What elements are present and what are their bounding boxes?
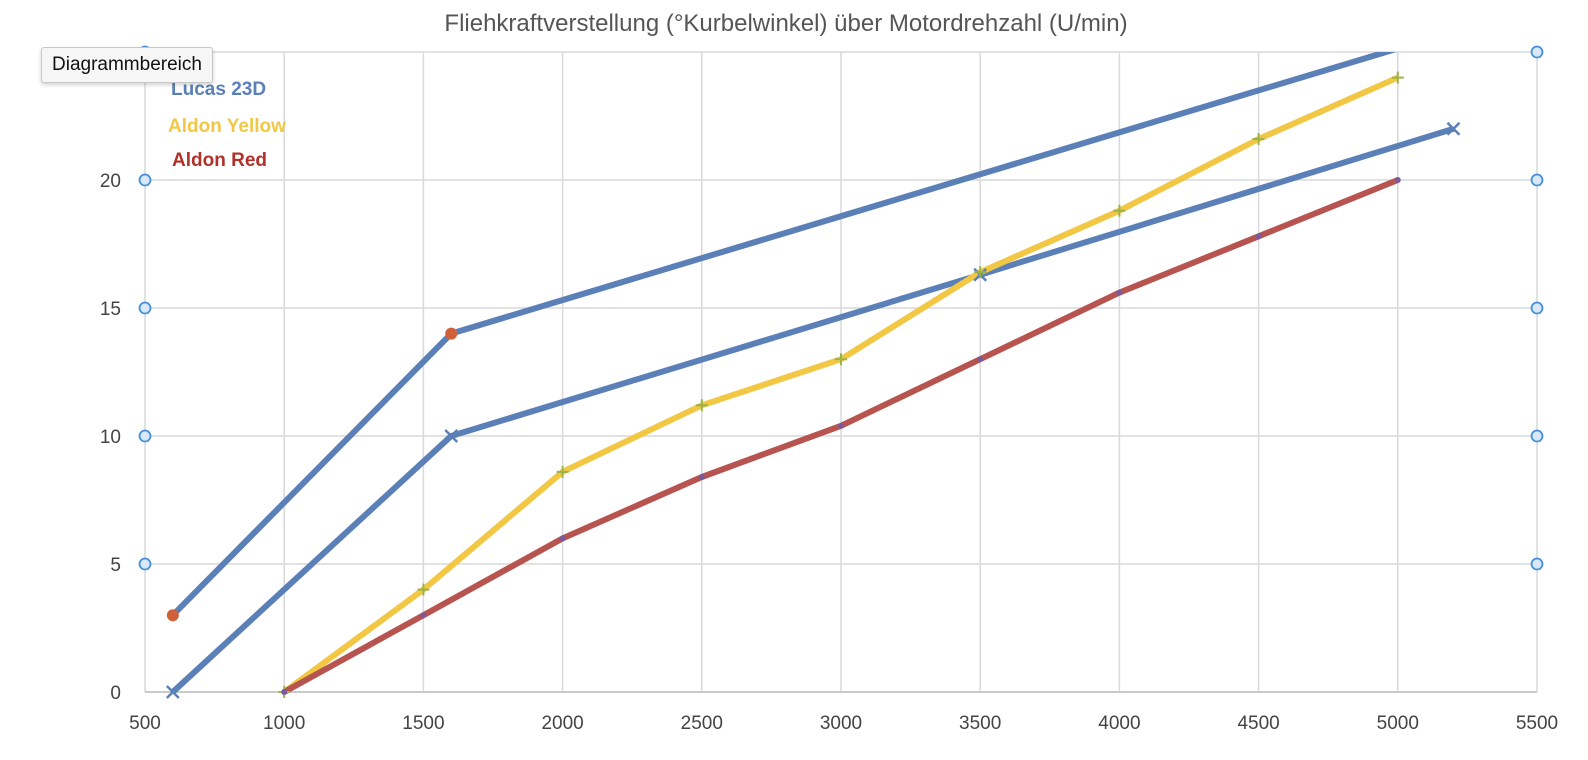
legend-entry[interactable]: Aldon Yellow [168,116,286,137]
data-point [417,583,430,596]
data-point [165,685,180,699]
y-tick-label: 10 [100,427,121,448]
data-point [444,429,459,443]
legend-entry[interactable]: Lucas 23D [171,79,266,100]
y-tick-label: 20 [100,171,121,192]
data-point [281,689,288,695]
data-point [977,356,984,363]
x-tick-label: 5000 [1377,713,1419,734]
series-lines [170,52,1455,695]
x-tick-label: 500 [129,713,161,734]
data-point [1116,289,1123,296]
data-point [445,327,458,340]
resize-handle[interactable] [1530,173,1544,187]
x-tick-label: 2000 [541,713,583,734]
resize-handle[interactable] [1530,45,1544,59]
data-point [1391,71,1404,84]
data-point [1255,233,1262,240]
series-line-2 [170,125,1455,695]
y-tick-label: 15 [100,299,121,320]
x-tick-label: 1000 [263,713,305,734]
data-point [166,609,179,622]
x-tick-label: 3000 [820,713,862,734]
data-point [556,465,569,478]
x-tick-label: 2500 [681,713,723,734]
data-point [559,535,566,542]
data-point [835,353,847,366]
data-point [1394,177,1401,183]
data-point [420,612,427,619]
resize-handle[interactable] [138,173,152,187]
x-tick-label: 4500 [1237,713,1279,734]
y-tick-label: 0 [110,683,121,704]
x-tick-label: 5500 [1516,713,1558,734]
data-point [1446,121,1461,136]
x-tick-label: 1500 [402,713,444,734]
resize-handle[interactable] [138,301,152,315]
legend[interactable]: Lucas 23D Aldon Yellow Aldon Red [168,79,286,171]
resize-handle[interactable] [1530,557,1544,571]
series-markers [165,71,1461,699]
resize-handle[interactable] [138,557,152,571]
grid [144,51,1538,693]
data-point [974,266,987,279]
legend-entry[interactable]: Aldon Red [172,150,267,171]
data-point [838,422,844,429]
x-tick-label: 4000 [1098,713,1140,734]
resize-handle[interactable] [1530,429,1544,443]
resize-handle[interactable] [1530,301,1544,315]
chart-title: Fliehkraftverstellung (°Kurbelwinkel) üb… [444,10,1127,37]
chart-area-tooltip: Diagrammbereich [41,47,213,83]
data-point [1113,204,1126,217]
data-point [695,399,708,412]
y-tick-label: 5 [110,555,121,576]
x-tick-label: 3500 [959,713,1001,734]
resize-handle[interactable] [138,429,152,443]
data-point [698,473,705,480]
axis-tick-labels: 500 1000 1500 2000 2500 3000 3500 4000 4500 5000 5… [100,171,1558,734]
data-point [1252,133,1265,146]
